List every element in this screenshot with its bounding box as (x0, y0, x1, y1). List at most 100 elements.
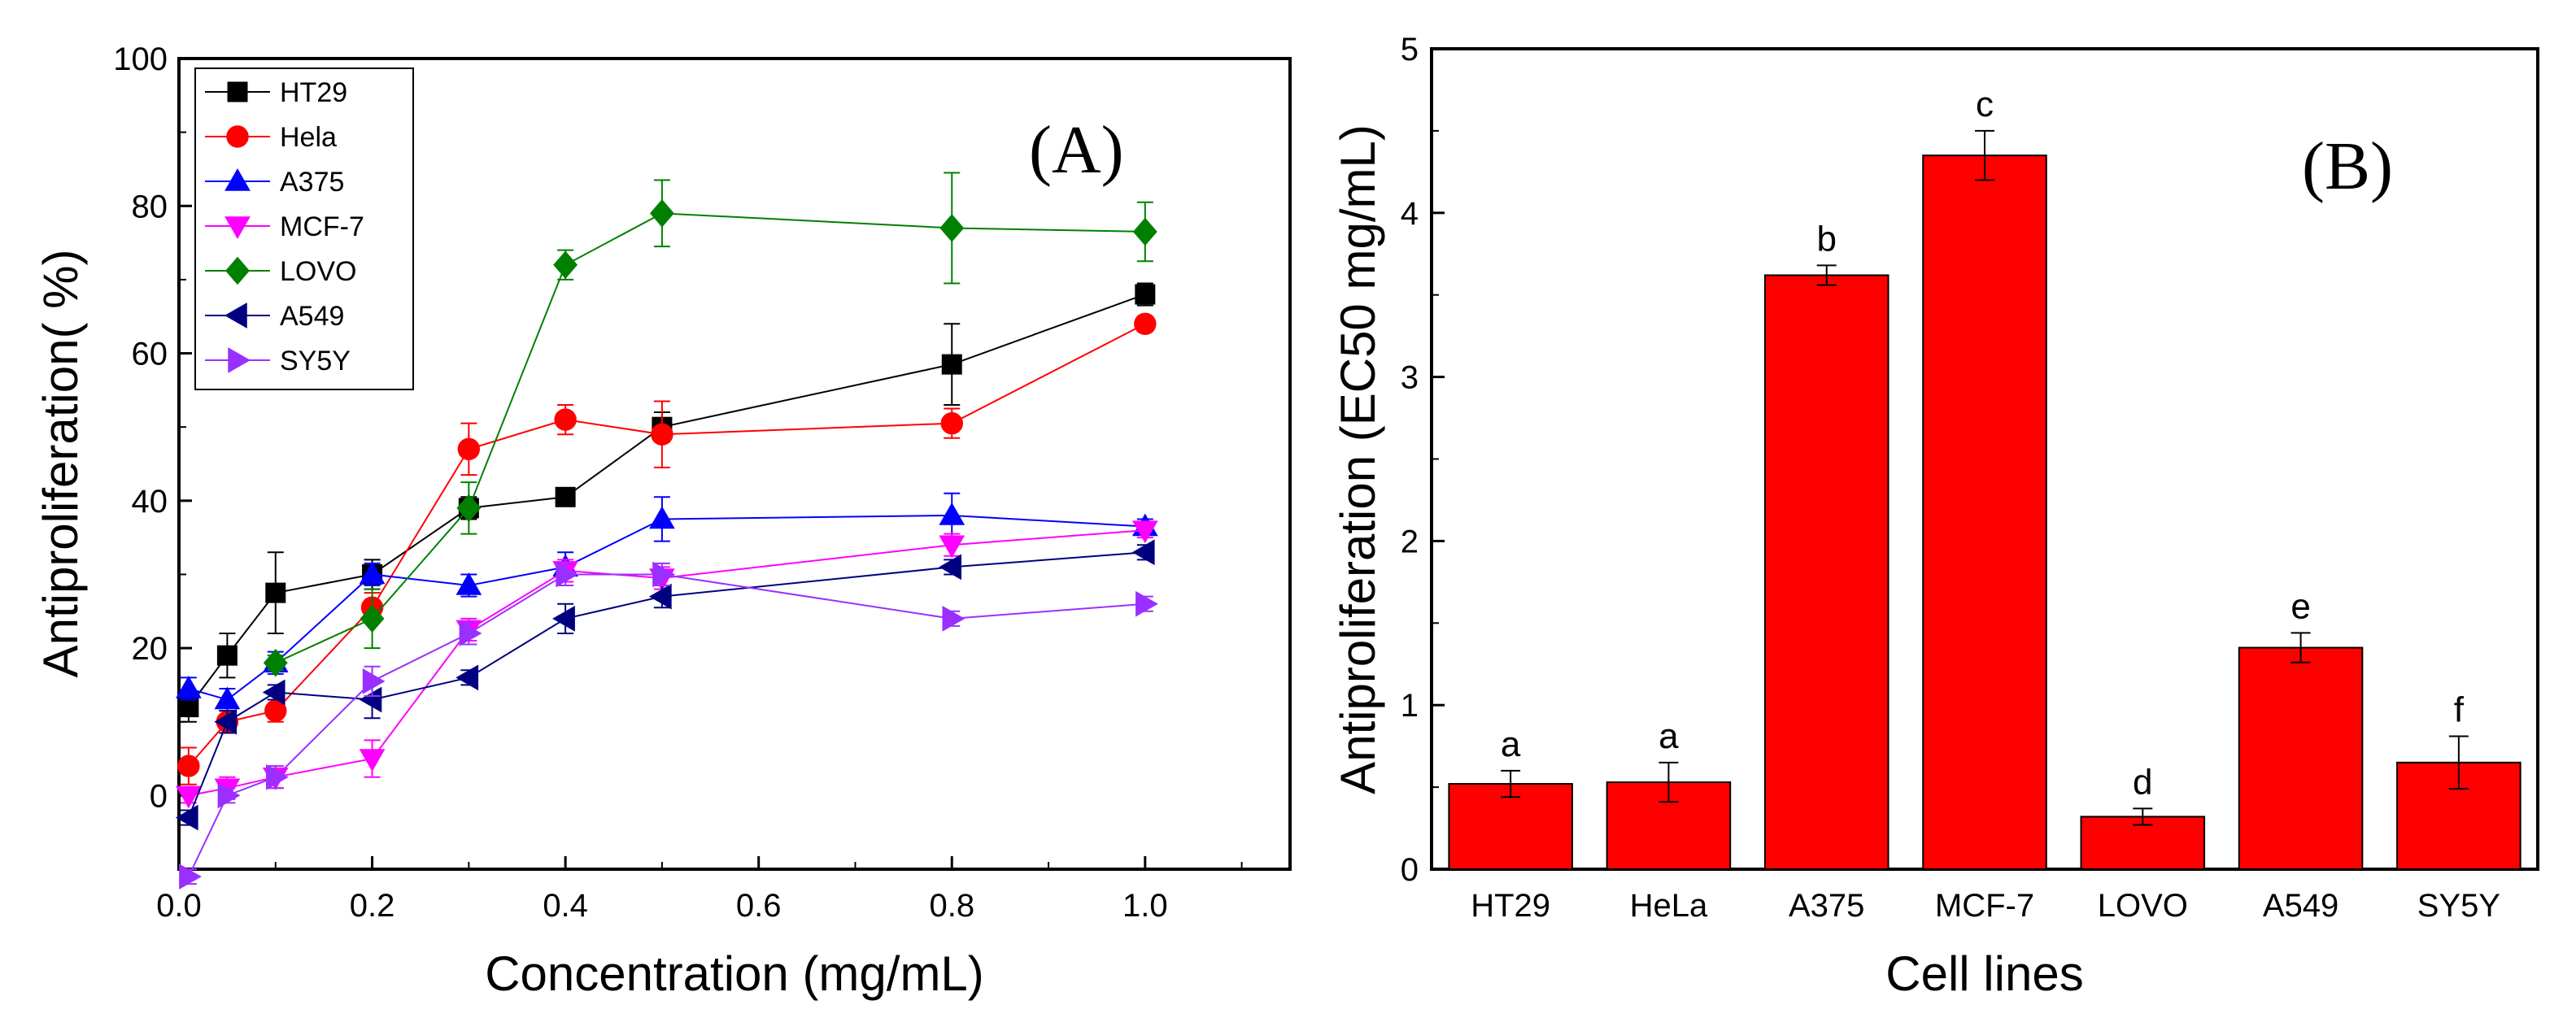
bar-group-mcf-7: c (1922, 85, 2047, 871)
x-tick-label: MCF-7 (1935, 888, 2034, 924)
bar-group-hela: a (1606, 716, 1732, 871)
legend-marker-a549 (224, 302, 247, 328)
series-a549 (175, 539, 1155, 831)
data-point-lovo (263, 648, 288, 677)
data-point-a549 (1131, 539, 1155, 566)
data-point-hela (1134, 312, 1157, 335)
data-point-sy5y (942, 605, 965, 632)
data-point-a549 (939, 554, 962, 581)
data-point-a549 (648, 583, 672, 610)
data-point-mcf-7 (1131, 520, 1158, 544)
data-point-lovo (553, 250, 578, 280)
legend-label-a549: A549 (280, 301, 344, 332)
panel-b-label: (B) (2302, 128, 2393, 204)
data-point-lovo (1132, 217, 1157, 246)
data-point-sy5y (652, 561, 675, 588)
y-tick-label: 20 (132, 631, 168, 667)
y-tick-label: 5 (1401, 32, 1419, 67)
legend-label-ht29: HT29 (280, 77, 347, 108)
bar-ht29 (1448, 783, 1573, 871)
significance-letter: a (1658, 716, 1679, 756)
data-point-hela (651, 423, 673, 446)
legend-label-mcf-7: MCF-7 (280, 211, 364, 242)
data-point-ht29 (216, 645, 238, 666)
panel-a-legend: HT29 Hela A375 MCF-7 LOVO A549 SY5Y (194, 67, 414, 390)
legend-box (194, 67, 414, 390)
x-tick-label: LOVO (2098, 888, 2188, 924)
legend-label-hela: Hela (280, 122, 337, 153)
data-point-sy5y (266, 763, 289, 790)
panel-a-plot-frame (177, 57, 1292, 871)
significance-letter: f (2454, 690, 2465, 730)
data-point-sy5y (459, 620, 482, 646)
data-point-a375 (939, 502, 965, 525)
bar-group-a549: e (2238, 586, 2364, 870)
data-point-a549 (455, 664, 479, 691)
data-point-ht29 (178, 697, 199, 718)
bar-group-ht29: a (1448, 724, 1573, 871)
y-tick-label: 80 (132, 189, 168, 224)
x-tick-label: SY5Y (2417, 888, 2500, 924)
data-point-lovo (456, 494, 482, 523)
bar-group-lovo: d (2080, 762, 2206, 871)
data-point-a549 (262, 679, 285, 706)
data-point-a549 (552, 605, 575, 632)
panel-b-y-axis-title: Antiproliferation (EC50 mg/mL) (1331, 124, 1385, 794)
data-point-sy5y (179, 864, 202, 890)
y-tick-label: 100 (113, 41, 168, 77)
panel-a-x-axis-title: Concentration (mg/mL) (485, 946, 984, 1001)
data-point-hela (177, 755, 200, 777)
y-tick-label: 40 (132, 484, 168, 520)
x-tick-label: 0.8 (929, 888, 974, 924)
legend-marker-lovo (225, 256, 250, 285)
series-line-sy5y (187, 573, 1145, 877)
x-tick-label: 0.6 (736, 888, 782, 924)
data-point-mcf-7 (176, 785, 202, 809)
bar-group-a375: b (1763, 219, 1890, 870)
x-tick-label: A375 (1789, 888, 1864, 924)
data-point-lovo (939, 214, 965, 242)
legend-marker-a375 (224, 167, 251, 191)
data-point-sy5y (556, 561, 579, 588)
x-tick-label: 0.0 (156, 888, 202, 924)
x-tick-label: 0.2 (350, 888, 395, 924)
legend-entries: HT29 Hela A375 MCF-7 LOVO A549 SY5Y (205, 77, 364, 376)
data-point-lovo (360, 604, 385, 633)
legend-marker-hela (226, 125, 249, 148)
data-point-lovo (650, 199, 674, 228)
panel-b-x-axis-title: Cell lines (1885, 946, 2083, 1001)
y-tick-label: 60 (132, 337, 168, 372)
legend-label-lovo: LOVO (280, 256, 356, 287)
data-point-hela (554, 408, 577, 431)
significance-letter: b (1816, 219, 1836, 259)
panel-a-series (175, 172, 1158, 890)
panel-a-line-chart: 0.0 0.2 0.4 0.6 0.8 1.0 0 20 40 60 80 100 HT29 Hela A… (33, 41, 1292, 1001)
panel-b-bars: a a b c d e f (1448, 85, 2522, 871)
legend-label-a375: A375 (280, 167, 344, 198)
bar-group-sy5y: f (2396, 690, 2522, 871)
data-point-mcf-7 (939, 535, 965, 559)
significance-letter: c (1976, 85, 1994, 124)
significance-letter: d (2133, 762, 2152, 802)
data-point-a549 (359, 686, 382, 713)
panel-b-bar-chart: 0 1 2 3 4 5 HT29 HeLa A375 MCF-7 LOVO A549 SY5Y a a b c… (1331, 32, 2539, 1001)
y-tick-label: 4 (1401, 196, 1419, 232)
panel-a-label: (A) (1029, 112, 1124, 188)
x-tick-label: A549 (2263, 888, 2338, 924)
data-point-ht29 (941, 354, 962, 375)
y-tick-label: 1 (1401, 688, 1419, 724)
data-point-sy5y (217, 782, 241, 809)
data-point-a549 (175, 804, 198, 831)
y-tick-label: 2 (1401, 524, 1419, 559)
data-point-mcf-7 (359, 749, 386, 772)
series-lovo (263, 172, 1157, 677)
bar-a375 (1763, 274, 1890, 870)
data-point-a549 (214, 708, 238, 735)
legend-marker-sy5y (228, 347, 251, 373)
legend-marker-ht29 (227, 81, 248, 102)
panel-b-axes: 0 1 2 3 4 5 HT29 HeLa A375 MCF-7 LOVO A549 SY5Y (1401, 32, 2500, 924)
x-tick-label: HeLa (1630, 888, 1708, 924)
data-point-sy5y (1135, 590, 1158, 617)
data-point-ht29 (555, 486, 576, 507)
